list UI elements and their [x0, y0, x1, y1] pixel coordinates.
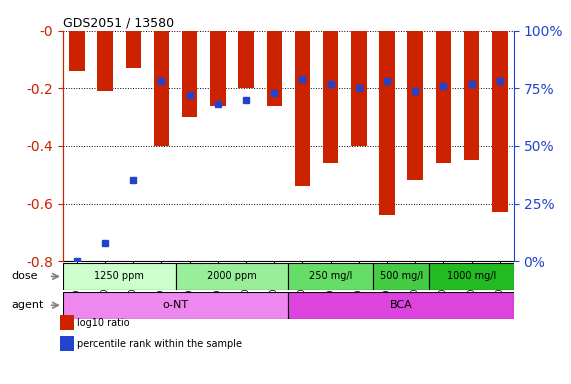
- Bar: [126, 31, 141, 68]
- Text: dose: dose: [11, 271, 38, 281]
- Text: o-NT: o-NT: [163, 300, 188, 310]
- Bar: [295, 31, 310, 186]
- Text: 1000 mg/l: 1000 mg/l: [447, 271, 496, 281]
- Bar: [176, 263, 288, 290]
- Bar: [373, 263, 429, 290]
- Text: 1250 ppm: 1250 ppm: [94, 271, 144, 281]
- Bar: [288, 263, 373, 290]
- Bar: [408, 31, 423, 180]
- Bar: [323, 31, 339, 163]
- Text: 2000 ppm: 2000 ppm: [207, 271, 257, 281]
- Bar: [429, 263, 514, 290]
- Bar: [210, 31, 226, 106]
- Text: 250 mg/l: 250 mg/l: [309, 271, 352, 281]
- Bar: [69, 31, 85, 71]
- Text: GDS2051 / 13580: GDS2051 / 13580: [63, 17, 174, 30]
- Text: agent: agent: [11, 300, 44, 310]
- Text: log10 ratio: log10 ratio: [77, 318, 130, 328]
- Text: percentile rank within the sample: percentile rank within the sample: [77, 339, 242, 349]
- Bar: [351, 31, 367, 146]
- Bar: [379, 31, 395, 215]
- Bar: [63, 263, 176, 290]
- Bar: [154, 31, 169, 146]
- Bar: [464, 31, 480, 161]
- Bar: [436, 31, 451, 163]
- Bar: [238, 31, 254, 88]
- Bar: [97, 31, 113, 91]
- Bar: [492, 31, 508, 212]
- Bar: [63, 292, 288, 319]
- Bar: [288, 292, 514, 319]
- Text: BCA: BCA: [390, 300, 412, 310]
- Text: 500 mg/l: 500 mg/l: [380, 271, 423, 281]
- Bar: [182, 31, 198, 117]
- Bar: [267, 31, 282, 106]
